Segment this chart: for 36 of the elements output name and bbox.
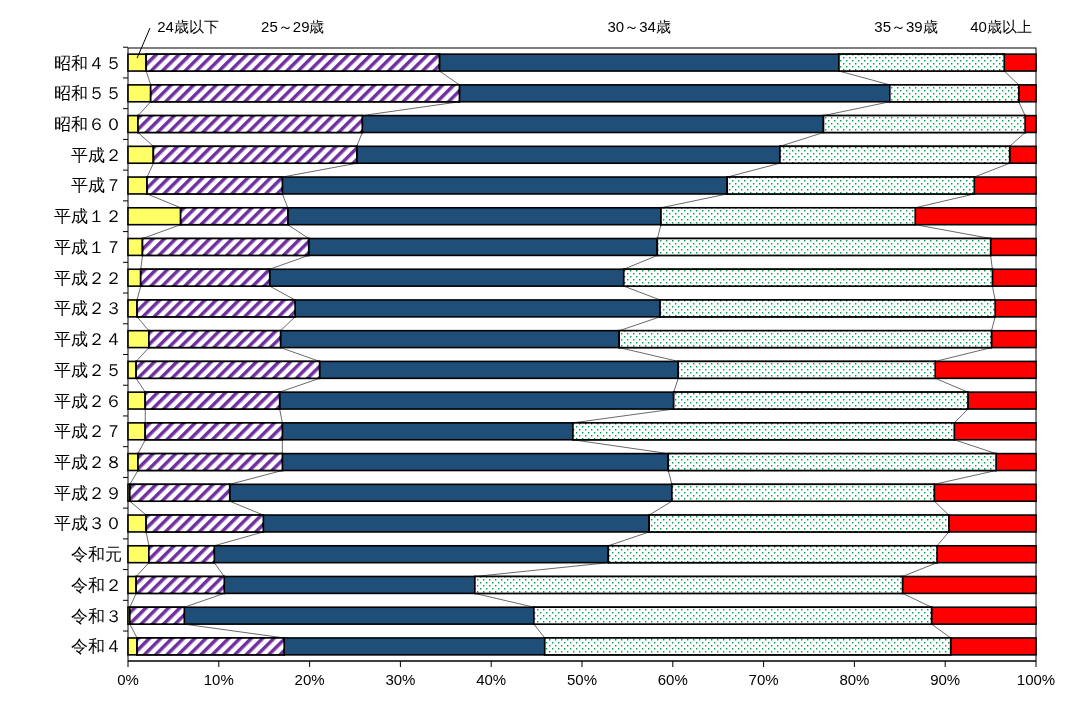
- y-tick-label: 昭和４５: [54, 53, 122, 73]
- series-label: 24歳以下: [157, 18, 219, 35]
- y-tick-label: 平成２２: [54, 268, 122, 288]
- y-tick-label: 令和２: [71, 575, 122, 595]
- x-tick-label: 0%: [117, 671, 139, 688]
- y-tick-label: 平成２５: [54, 360, 122, 380]
- x-tick-label: 30%: [385, 671, 416, 688]
- y-tick-label: 平成１７: [54, 237, 122, 257]
- series-label: 25～29歳: [261, 18, 325, 35]
- series-label: 35～39歳: [874, 18, 938, 35]
- y-tick-label: 平成２７: [54, 422, 122, 442]
- y-tick-label: 平成２９: [54, 483, 122, 503]
- y-tick-label: 平成２: [71, 145, 122, 165]
- x-tick-label: 40%: [476, 671, 507, 688]
- y-tick-label: 平成２８: [54, 452, 122, 472]
- y-tick-label: 令和３: [71, 606, 122, 626]
- y-tick-label: 平成２３: [54, 299, 122, 319]
- series-label: 30～34歳: [607, 18, 671, 35]
- y-tick-label: 平成７: [71, 176, 122, 196]
- y-tick-label: 昭和６０: [54, 115, 122, 134]
- y-tick-label: 令和４: [71, 637, 122, 657]
- x-tick-label: 100%: [1016, 671, 1056, 688]
- y-tick-label: 平成３０: [54, 514, 122, 534]
- series-label: 40歳以上: [970, 18, 1032, 35]
- y-tick-label: 令和元: [71, 545, 122, 565]
- y-tick-label: 平成１２: [54, 207, 122, 227]
- x-tick-label: 50%: [566, 671, 598, 688]
- x-tick-label: 20%: [294, 671, 325, 688]
- y-tick-label: 昭和５５: [54, 84, 122, 104]
- x-tick-label: 70%: [748, 671, 779, 688]
- x-tick-label: 90%: [930, 671, 961, 688]
- y-tick-label: 平成２４: [54, 330, 122, 350]
- x-tick-label: 10%: [203, 671, 234, 688]
- x-tick-label: 80%: [839, 671, 870, 688]
- x-tick-label: 60%: [657, 671, 688, 688]
- y-tick-label: 平成２６: [54, 391, 122, 411]
